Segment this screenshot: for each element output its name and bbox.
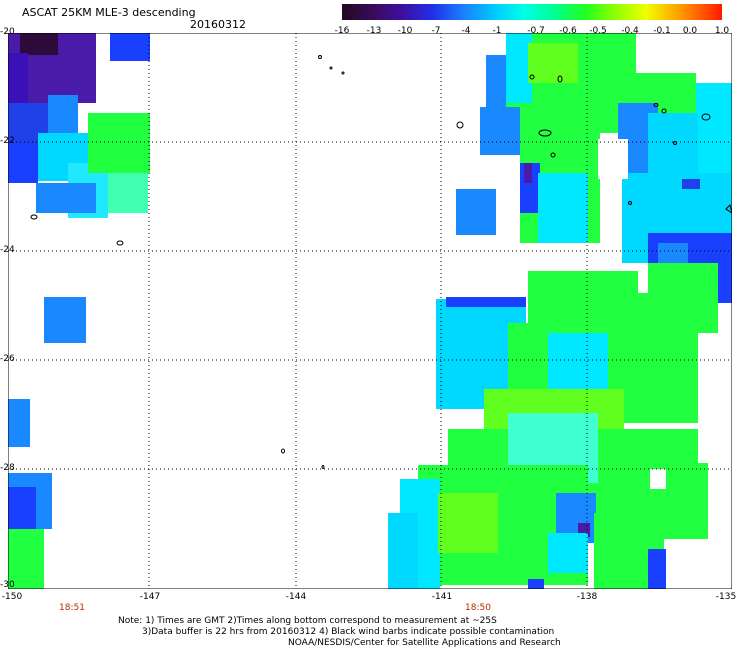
y-axis-label: -30 [0, 580, 15, 590]
wind-map [8, 33, 732, 589]
x-axis-label: -138 [576, 592, 598, 602]
x-axis-label: -150 [1, 592, 23, 602]
colorbar-label: -4 [461, 26, 471, 36]
x-axis-label: -144 [285, 592, 307, 602]
x-axis-label: -147 [139, 592, 161, 602]
note-line-3: NOAA/NESDIS/Center for Satellite Applica… [288, 638, 561, 648]
y-axis-label: -22 [0, 136, 15, 146]
colorbar-label: -1 [492, 26, 502, 36]
y-axis-label: -28 [0, 463, 15, 473]
colorbar-label: -7 [431, 26, 441, 36]
swath-top-left [8, 33, 150, 218]
island-outlines [30, 55, 732, 469]
time-label: 18:50 [465, 603, 491, 613]
patch-left-low [8, 399, 30, 447]
y-axis-label: -26 [0, 354, 15, 364]
colorbar-label: -13 [366, 26, 382, 36]
colorbar-label: -16 [334, 26, 350, 36]
patch-left-mid [44, 297, 86, 343]
swath-bottom-left [8, 473, 52, 589]
x-axis-label: -141 [431, 592, 453, 602]
note-line-1: Note: 1) Times are GMT 2)Times along bot… [118, 616, 497, 626]
colorbar-label: 1.0 [714, 26, 730, 36]
map-title: ASCAT 25KM MLE-3 descending [22, 6, 196, 19]
x-axis-label: -135 [715, 592, 737, 602]
colorbar-label: -0.1 [653, 26, 671, 36]
colorbar [342, 4, 722, 20]
colorbar-label: -10 [397, 26, 413, 36]
time-label: 18:51 [59, 603, 85, 613]
lat-lon-grid [8, 33, 732, 589]
map-date: 20160312 [190, 18, 246, 31]
note-line-2: 3)Data buffer is 22 hrs from 20160312 4)… [142, 627, 555, 637]
swath-right [388, 33, 732, 589]
colorbar-label: -0.7 [527, 26, 545, 36]
y-axis-label: -20 [0, 27, 15, 37]
colorbar-labels: -16 -13 -10 -7 -4 -1 -0.7 -0.6 -0.5 -0.4… [330, 26, 730, 38]
colorbar-label: -0.4 [621, 26, 639, 36]
colorbar-label: -0.6 [559, 26, 577, 36]
colorbar-label: -0.5 [589, 26, 607, 36]
y-axis-label: -24 [0, 245, 15, 255]
colorbar-label: 0.0 [682, 26, 698, 36]
